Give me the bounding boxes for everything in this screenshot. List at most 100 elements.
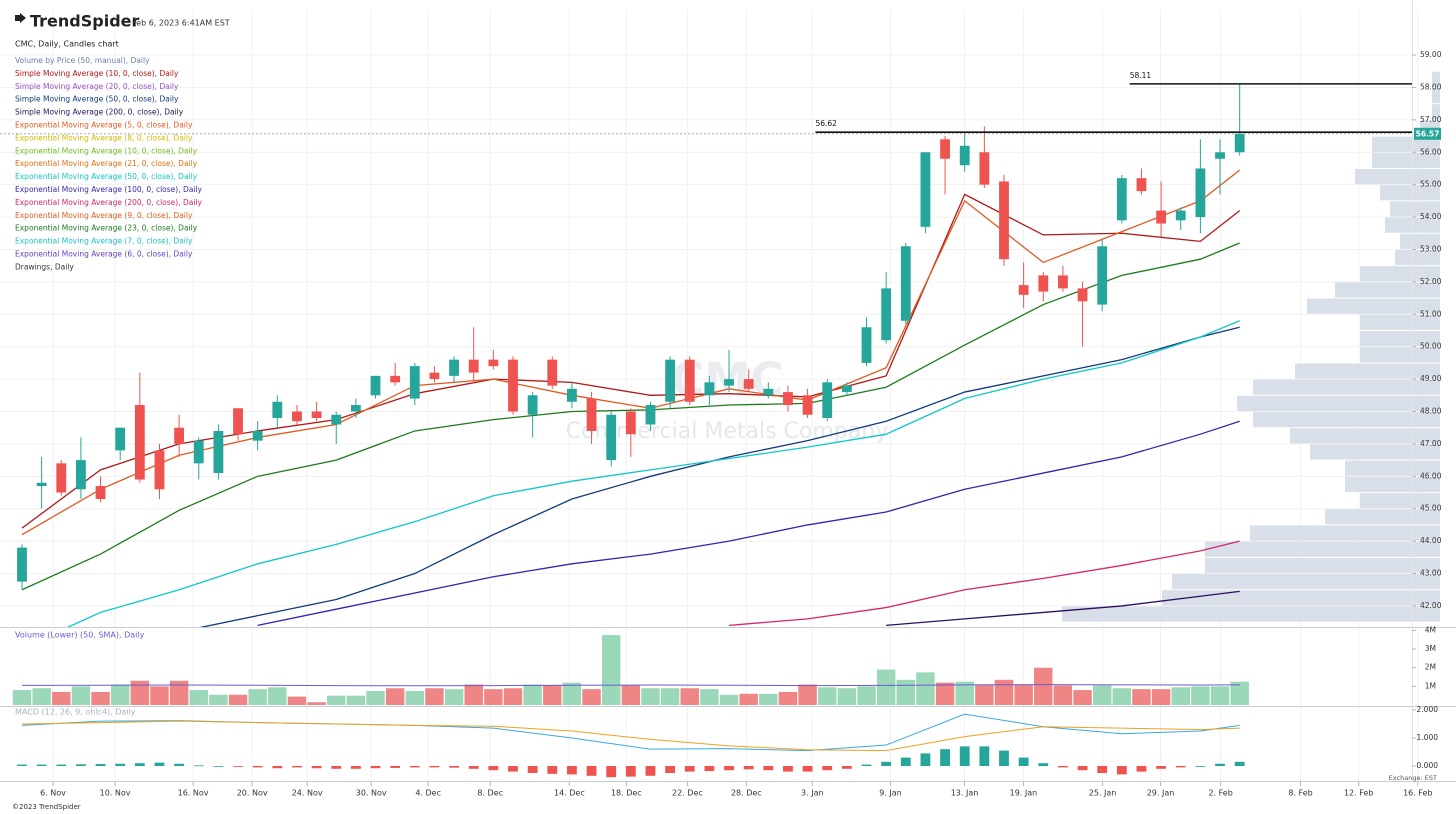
y-tick-label: 57.00 [1420,115,1442,124]
macd-histogram-bar [567,765,577,775]
y-tick-label: 3M [1425,644,1436,653]
y-tick-label: 53.00 [1420,244,1442,253]
profile-bar [1345,460,1440,476]
candle-body [252,430,263,441]
volume-bar [444,689,464,705]
volume-bar [1073,690,1092,705]
price-plot [17,83,1245,627]
candle-body [606,414,617,461]
volume-bar [680,688,699,705]
volume-bar [700,689,719,705]
macd-histogram-bar [900,757,911,766]
macd-histogram-bar [311,765,322,769]
profile-bar [1400,233,1440,249]
y-tick-label: 45.00 [1420,504,1442,513]
y-tick-label: 56.00 [1420,147,1442,156]
profile-bar [1307,298,1440,314]
candle-body [1038,275,1049,292]
candle-body [959,145,970,166]
x-tick-label: 16. Nov [178,789,209,798]
y-tick-label: 52.00 [1420,277,1442,286]
timestamp: Feb 6, 2023 6:41AM EST [132,19,230,28]
volume-bar [1230,681,1249,705]
macd-histogram-bar [488,765,499,771]
candle-body [17,547,27,582]
profile-bar [1237,395,1440,412]
macd-histogram-bar [449,765,459,768]
volume-bar [169,680,189,705]
volume-bar [582,689,601,705]
macd-histogram-bar [1136,765,1147,772]
volume-bar [287,696,307,705]
macd-histogram-bar [390,765,401,768]
profile-bar [1250,525,1440,541]
volume-bar [1210,686,1230,705]
volume-bar [778,691,798,705]
candle-body [881,288,892,341]
macd-histogram-bar [724,765,734,771]
volume-bar [798,684,817,705]
candle-body [1116,178,1127,221]
profile-bar [1360,347,1440,363]
macd-histogram-bar [802,765,813,772]
macd-histogram-bar [56,764,67,766]
x-tick-label: 29. Jan [1147,789,1175,798]
y-tick-label: 4M [1425,625,1436,634]
macd-histogram-bar [17,764,27,766]
profile-bar [1295,363,1440,379]
candle-body [822,382,833,418]
macd-histogram-bar [527,765,538,773]
y-tick-label: 1.000 [1417,733,1439,742]
profile-bar [1335,282,1440,298]
candle-body [95,486,106,499]
candle-body [999,181,1009,260]
profile-bar [1062,606,1440,622]
macd-histogram-bar [508,765,518,772]
last-price-tag [1414,127,1441,140]
y-tick-label: 42.00 [1420,601,1442,610]
candle-body [547,359,558,386]
candle-body [134,405,145,480]
profile-bar [1432,71,1440,87]
x-tick-label: 18. Dec [611,789,642,798]
volume-bar [1132,689,1151,705]
profile-bar [1432,104,1440,120]
profile-bar [1360,493,1440,509]
candle-body [1077,288,1088,302]
profile-bar [1380,185,1440,201]
x-tick-label: 30. Nov [356,789,387,798]
signal-line [21,720,1240,752]
volume-bar [876,669,896,705]
legend-entry: Exponential Moving Average (6, 0, close)… [15,250,193,259]
volume-bar [955,681,974,705]
macd-histogram-bar [1156,765,1167,769]
x-tick-label: 20. Nov [237,789,268,798]
chart-name: CMC, Daily, Candles chart [15,40,119,49]
volume-bar [1191,686,1210,705]
macd-histogram-bar [429,765,440,768]
macd-histogram-bar [625,765,636,777]
volume-bar [523,684,542,705]
last-price-label: 56.57 [1416,129,1440,138]
x-tick-label: 12. Feb [1344,789,1373,798]
volume-bar [1053,685,1073,705]
candle-body [861,327,872,363]
macd-histogram-bar [1038,763,1049,766]
y-tick-label: 46.00 [1420,471,1442,480]
candle-body [409,366,420,399]
legend-entry: Drawings, Daily [15,262,74,271]
candle-body [724,379,734,386]
profile-bar [1205,557,1440,574]
volume-bar [189,690,208,705]
candle-body [625,411,636,435]
macd-histogram-bar [468,765,479,769]
volume-bar [562,682,582,705]
volume-bar [150,686,169,705]
candle-body [390,375,401,383]
candle-body [213,430,224,474]
candle-body [350,405,361,412]
macd-histogram-bar [645,765,656,776]
profile-bar [1325,509,1440,525]
volume-bar [1112,688,1132,705]
